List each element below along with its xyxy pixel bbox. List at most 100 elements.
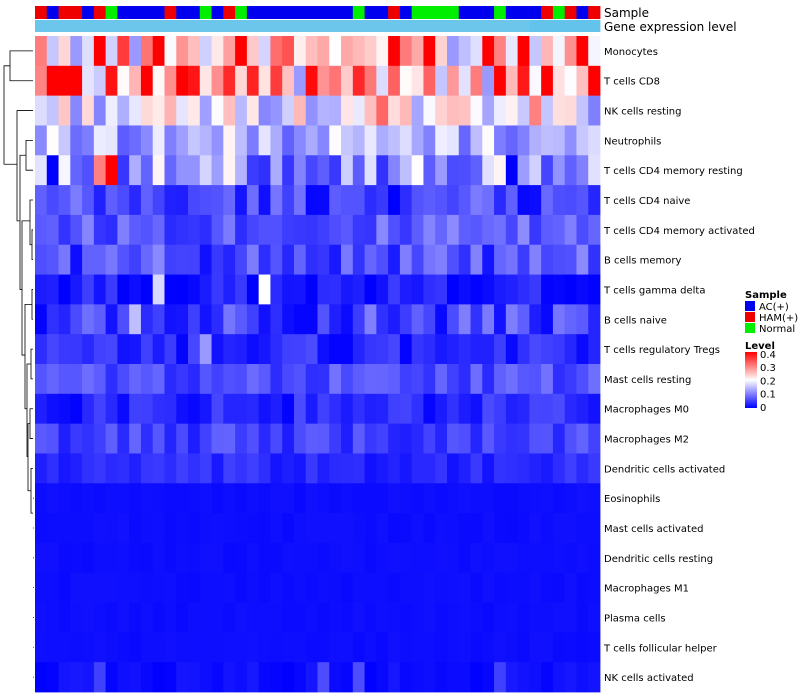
heatmap-cell [305, 155, 318, 186]
sample-cell [152, 6, 165, 19]
heatmap-cell [35, 155, 48, 186]
heatmap-cell [246, 393, 260, 425]
gene-level-cell [223, 20, 236, 32]
sample-track-label: Sample [604, 6, 649, 20]
heatmap-cell [329, 483, 342, 514]
heatmap-cell [129, 453, 142, 484]
heatmap-cell [188, 542, 201, 574]
heatmap-cell [129, 572, 142, 603]
heatmap-cell [223, 453, 236, 484]
row-label: Macrophages M0 [604, 405, 689, 416]
heatmap-cell [541, 155, 554, 186]
heatmap-cell [293, 662, 307, 693]
heatmap-cell [199, 393, 212, 425]
heatmap-cell [211, 423, 224, 454]
heatmap-cell [388, 125, 401, 156]
gene-level-cell [517, 20, 530, 32]
heatmap-cell [82, 423, 95, 454]
heatmap-cell [82, 185, 95, 216]
heatmap-cell [529, 572, 542, 603]
heatmap-cell [188, 65, 201, 97]
sample-legend-label: AC(+) [759, 302, 789, 313]
gene-level-cell [376, 20, 389, 32]
heatmap-cell [293, 95, 307, 126]
heatmap-cell [140, 453, 154, 484]
heatmap-cell [199, 214, 212, 246]
heatmap-cell [352, 453, 365, 484]
heatmap-cell [529, 185, 542, 216]
sample-cell [423, 6, 436, 19]
heatmap-cell [235, 632, 248, 663]
heatmap-cell [235, 65, 248, 97]
heatmap-cell [564, 513, 577, 544]
heatmap-cell [423, 393, 436, 425]
heatmap-cell [140, 125, 154, 156]
heatmap-cell [70, 65, 83, 97]
heatmap-cell [129, 483, 142, 514]
heatmap-cell [529, 662, 542, 693]
heatmap-cell [329, 214, 342, 246]
heatmap-cell [435, 393, 448, 425]
sample-cell [82, 6, 95, 19]
heatmap-cell [105, 65, 118, 97]
heatmap-cell [458, 483, 471, 514]
heatmap-cell [35, 423, 48, 454]
heatmap-cell [305, 214, 318, 246]
heatmap-cell [388, 364, 401, 395]
heatmap-cell [305, 304, 318, 335]
sample-cell [458, 6, 471, 19]
heatmap-cell [458, 632, 471, 663]
heatmap-cell [423, 36, 436, 67]
heatmap-cell [105, 185, 118, 216]
heatmap-cell [317, 65, 330, 97]
heatmap-cell [317, 542, 330, 574]
heatmap-cell [588, 95, 601, 126]
heatmap-cell [176, 36, 189, 67]
heatmap-cell [140, 632, 154, 663]
heatmap-cell [105, 36, 118, 67]
heatmap-cell [435, 155, 448, 186]
heatmap-cell [164, 423, 177, 454]
heatmap-cell [517, 214, 530, 246]
heatmap-cell [317, 364, 330, 395]
heatmap-cell [223, 155, 236, 186]
heatmap-cell [446, 304, 460, 335]
heatmap-cell [576, 304, 589, 335]
heatmap-cell [293, 423, 307, 454]
heatmap-cell [470, 274, 483, 305]
heatmap-cell [117, 662, 130, 693]
heatmap-cell [129, 65, 142, 97]
heatmap-cell [364, 632, 377, 663]
heatmap-cell [35, 244, 48, 275]
heatmap-cell [293, 393, 307, 425]
heatmap-cell [423, 364, 436, 395]
heatmap-cell [70, 483, 83, 514]
heatmap-cell [588, 304, 601, 335]
heatmap-cell [35, 95, 48, 126]
heatmap-cell [517, 662, 530, 693]
heatmap-cell [293, 304, 307, 335]
heatmap-cell [129, 214, 142, 246]
level-tick-label: 0.3 [760, 363, 776, 374]
heatmap-cell [435, 65, 448, 97]
heatmap-cell [199, 572, 212, 603]
heatmap-cell [293, 513, 307, 544]
heatmap-cell [235, 393, 248, 425]
heatmap-cell [529, 155, 542, 186]
heatmap-cell [199, 95, 212, 126]
heatmap-cell [505, 602, 519, 633]
heatmap-cell [270, 542, 283, 574]
heatmap-cell [435, 364, 448, 395]
heatmap-cell [58, 453, 71, 484]
heatmap-cell [364, 244, 377, 275]
heatmap-cell [176, 125, 189, 156]
heatmap-cell [140, 274, 154, 305]
heatmap-cell [529, 453, 542, 484]
heatmap-cell [129, 334, 142, 365]
heatmap-cell [58, 423, 71, 454]
dendrogram-branch [25, 139, 33, 171]
heatmap-cell [541, 334, 554, 365]
heatmap-cell [282, 36, 295, 67]
heatmap-cell [46, 453, 59, 484]
heatmap-cell [364, 36, 377, 67]
